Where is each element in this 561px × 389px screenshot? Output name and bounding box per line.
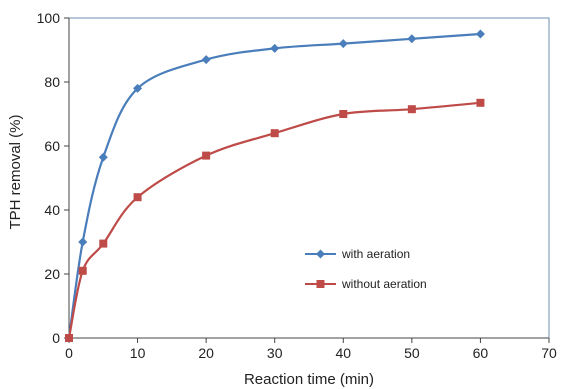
data-point [133,193,142,202]
data-point [476,98,485,107]
y-tick-label: 60 [44,138,60,154]
data-point [407,105,416,114]
data-point [202,151,211,160]
legend: with aeration without aeration [305,247,427,291]
y-tick-label: 40 [44,202,60,218]
data-point [270,129,279,138]
x-tick-label: 0 [65,345,73,361]
data-point [475,29,485,39]
legend-label-with-aeration: with aeration [341,247,410,261]
x-axis-title: Reaction time (min) [244,371,374,388]
legend-marker [316,280,325,288]
y-tick-label: 0 [52,330,60,346]
x-tick-label: 50 [404,345,420,361]
data-point [98,152,108,162]
y-tick-label: 20 [44,266,60,282]
x-tick-label: 10 [130,345,146,361]
legend-label-without-aeration: without aeration [341,277,427,291]
series-with-aeration [64,29,485,343]
plot-border [68,17,550,339]
data-point [339,110,348,118]
data-point [78,266,87,275]
x-tick-label: 20 [198,345,214,361]
y-tick-label: 80 [44,74,60,90]
y-axis-title: TPH removal (%) [7,114,24,229]
x-tick-label: 60 [473,345,489,361]
x-tick-label: 70 [541,345,557,361]
plot-area [68,17,550,339]
data-point [270,43,280,53]
series-layer [64,29,485,343]
data-point [133,83,143,93]
x-tick-label: 40 [335,345,351,361]
legend-item-without-aeration: without aeration [305,277,427,291]
y-tick-label: 100 [37,10,61,26]
legend-item-with-aeration: with aeration [305,247,410,261]
x-tick-label: 30 [267,345,283,361]
series-line [67,101,481,339]
data-point [65,334,73,342]
legend-marker [316,249,325,259]
series-without-aeration [65,98,485,342]
x-axis: 0 10 20 30 40 50 60 70 [65,338,557,361]
data-point [338,39,348,49]
data-point [407,34,417,44]
series-line [67,32,481,339]
y-axis: 0 20 40 60 80 100 [37,10,69,346]
data-point [78,237,88,247]
data-point [201,55,211,65]
data-point [99,239,108,248]
